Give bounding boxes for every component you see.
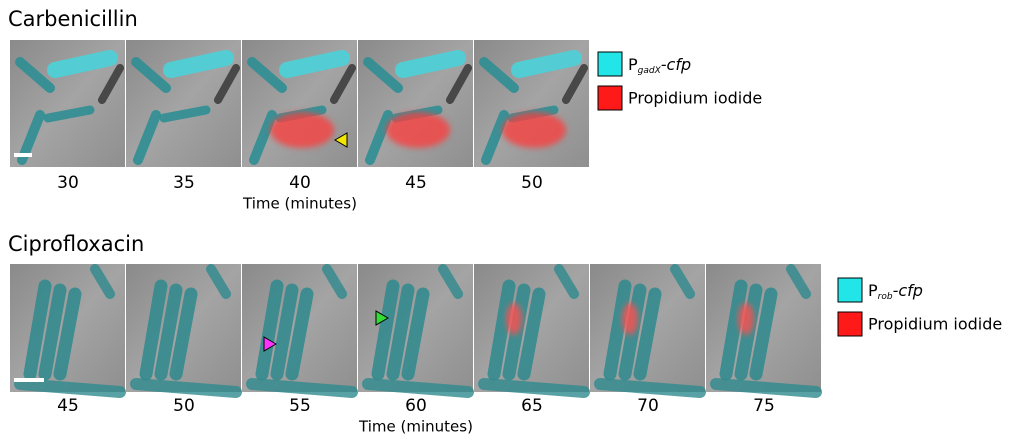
time-label: 55	[289, 396, 311, 416]
legend-label: Prob-cfp	[868, 281, 923, 302]
pi-signal	[502, 112, 566, 148]
image-frame	[242, 40, 357, 167]
image-frame	[474, 40, 589, 167]
cell	[20, 384, 120, 392]
figure: Carbenicillin 30 35 40 45 50 Time (minutes) Pga…	[0, 0, 1025, 444]
pi-signal	[622, 303, 638, 335]
panel-title: Carbenicillin	[8, 7, 138, 31]
image-frame	[126, 40, 241, 167]
image-frame	[358, 40, 473, 167]
image-frame	[126, 264, 241, 392]
axis-label: Time (minutes)	[242, 195, 357, 213]
legend-label: Propidium iodide	[868, 315, 1002, 334]
legend-main: P	[868, 281, 878, 300]
time-label: 45	[57, 396, 79, 416]
legend-sub: rob	[878, 292, 893, 302]
image-frame	[10, 40, 125, 167]
time-label: 75	[753, 396, 775, 416]
cell	[136, 384, 236, 392]
legend-suffix: -cfp	[661, 55, 691, 74]
image-frame	[706, 264, 821, 392]
image-frame	[474, 264, 589, 392]
panel-title: Ciprofloxacin	[8, 232, 144, 256]
pi-signal	[506, 303, 522, 335]
image-frame	[590, 264, 705, 392]
legend-swatch	[838, 312, 862, 336]
time-label: 65	[521, 396, 543, 416]
cell	[484, 384, 584, 392]
legend-main: P	[628, 55, 638, 74]
legend-swatch	[838, 278, 862, 302]
pi-signal	[386, 112, 450, 148]
legend-label: Propidium iodide	[628, 89, 762, 108]
scale-bar	[14, 153, 32, 157]
axis-label: Time (minutes)	[358, 418, 473, 436]
time-label: 45	[405, 173, 427, 193]
legend-swatch	[598, 86, 622, 110]
image-frame	[242, 264, 357, 392]
cell	[252, 384, 352, 392]
time-label: 40	[289, 173, 311, 193]
time-label: 35	[173, 173, 195, 193]
image-frame	[10, 264, 125, 392]
cell	[600, 384, 700, 392]
pi-signal	[738, 303, 754, 335]
cell	[368, 384, 468, 392]
image-frame	[358, 264, 473, 392]
legend-swatch	[598, 52, 622, 76]
scale-bar	[14, 378, 44, 382]
time-label: 60	[405, 396, 427, 416]
legend-sub: gadX	[638, 66, 662, 76]
time-label: 50	[173, 396, 195, 416]
time-label: 30	[57, 173, 79, 193]
pi-signal	[270, 112, 334, 148]
legend-label: PgadX-cfp	[628, 55, 691, 76]
legend-suffix: -cfp	[893, 281, 923, 300]
time-label: 50	[521, 173, 543, 193]
time-label: 70	[637, 396, 659, 416]
cell	[716, 384, 816, 392]
